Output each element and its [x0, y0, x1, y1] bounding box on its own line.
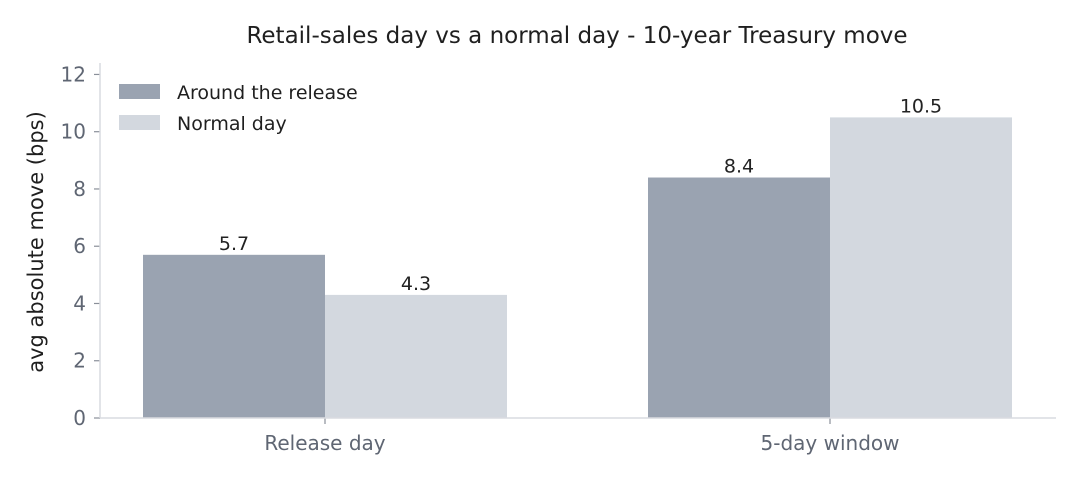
- x-tick-label: 5-day window: [761, 431, 900, 455]
- y-tick-label: 2: [73, 349, 86, 373]
- y-tick-label: 6: [73, 234, 86, 258]
- chart-title: Retail-sales day vs a normal day - 10-ye…: [246, 23, 907, 49]
- bar-around-release: [648, 177, 830, 418]
- y-axis-label: avg absolute move (bps): [24, 111, 48, 373]
- bar-normal-day: [830, 117, 1012, 418]
- y-tick-label: 8: [73, 177, 86, 201]
- x-tick-label: Release day: [264, 431, 385, 455]
- legend-label: Normal day: [177, 113, 287, 135]
- bar-around-release: [143, 254, 325, 418]
- bar-data-labels: 5.7 4.3 8.4 10.5: [219, 95, 942, 295]
- y-tick-label: 10: [61, 120, 86, 144]
- legend-label: Around the release: [177, 82, 358, 104]
- legend: Around the release Normal day: [119, 82, 358, 135]
- y-tick-label: 0: [73, 406, 86, 430]
- y-axis-ticks: 0 2 4 6 8 10 12: [61, 62, 100, 430]
- bar-normal-day: [325, 294, 507, 418]
- legend-swatch: [119, 84, 160, 99]
- bar-value-label: 8.4: [724, 156, 754, 178]
- y-tick-label: 4: [73, 291, 86, 315]
- bar-value-label: 10.5: [900, 95, 942, 117]
- legend-swatch: [119, 115, 160, 130]
- y-tick-label: 12: [61, 62, 86, 86]
- bars: [143, 117, 1012, 418]
- bar-value-label: 5.7: [219, 233, 249, 255]
- x-axis-ticks: Release day 5-day window: [264, 418, 899, 455]
- bar-value-label: 4.3: [401, 273, 431, 295]
